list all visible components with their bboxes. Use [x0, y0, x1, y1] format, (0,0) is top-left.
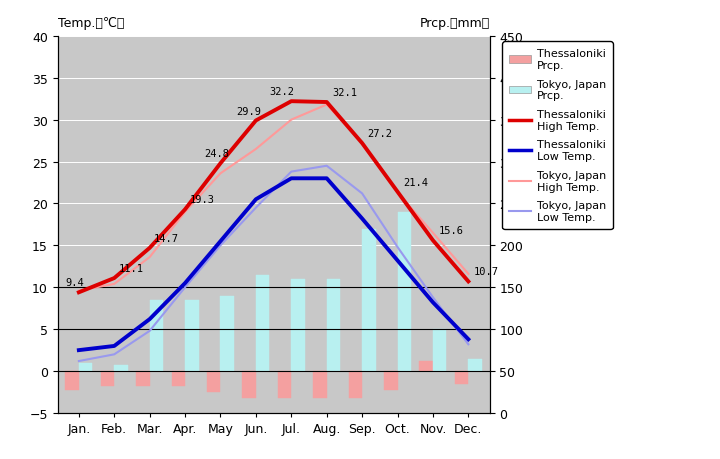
Bar [397, 213, 411, 371]
Bar [243, 371, 256, 398]
Text: 19.3: 19.3 [189, 195, 215, 205]
Bar [79, 363, 92, 371]
Bar [66, 371, 79, 390]
Bar [136, 371, 150, 386]
Bar [292, 279, 305, 371]
Bar [185, 300, 199, 371]
Bar [362, 229, 376, 371]
Text: 14.7: 14.7 [154, 234, 179, 243]
Text: Prcp.（mm）: Prcp.（mm） [419, 17, 490, 30]
Bar [278, 371, 292, 398]
Text: Temp.（℃）: Temp.（℃） [58, 17, 124, 30]
Text: 32.1: 32.1 [332, 88, 357, 98]
Bar [114, 365, 127, 371]
Bar [348, 371, 362, 398]
Bar [455, 371, 468, 384]
Bar [171, 371, 185, 386]
Bar [327, 279, 340, 371]
Bar [256, 275, 269, 371]
Text: 11.1: 11.1 [118, 263, 143, 274]
Bar [207, 371, 220, 392]
Bar [420, 361, 433, 371]
Bar [468, 359, 482, 371]
Text: 29.9: 29.9 [236, 106, 261, 116]
Text: 27.2: 27.2 [368, 129, 392, 139]
Bar [220, 296, 234, 371]
Bar [433, 330, 446, 371]
Bar [384, 371, 397, 390]
Text: 15.6: 15.6 [438, 226, 464, 236]
Text: 24.8: 24.8 [204, 149, 229, 159]
Text: 9.4: 9.4 [65, 278, 84, 288]
Bar [313, 371, 327, 398]
Text: 10.7: 10.7 [474, 267, 499, 277]
Bar [101, 371, 114, 386]
Text: 21.4: 21.4 [403, 177, 428, 187]
Bar [150, 300, 163, 371]
Legend: Thessaloniki
Prcp., Tokyo, Japan
Prcp., Thessaloniki
High Temp., Thessaloniki
Lo: Thessaloniki Prcp., Tokyo, Japan Prcp., … [503, 42, 613, 229]
Text: 32.2: 32.2 [269, 87, 294, 97]
